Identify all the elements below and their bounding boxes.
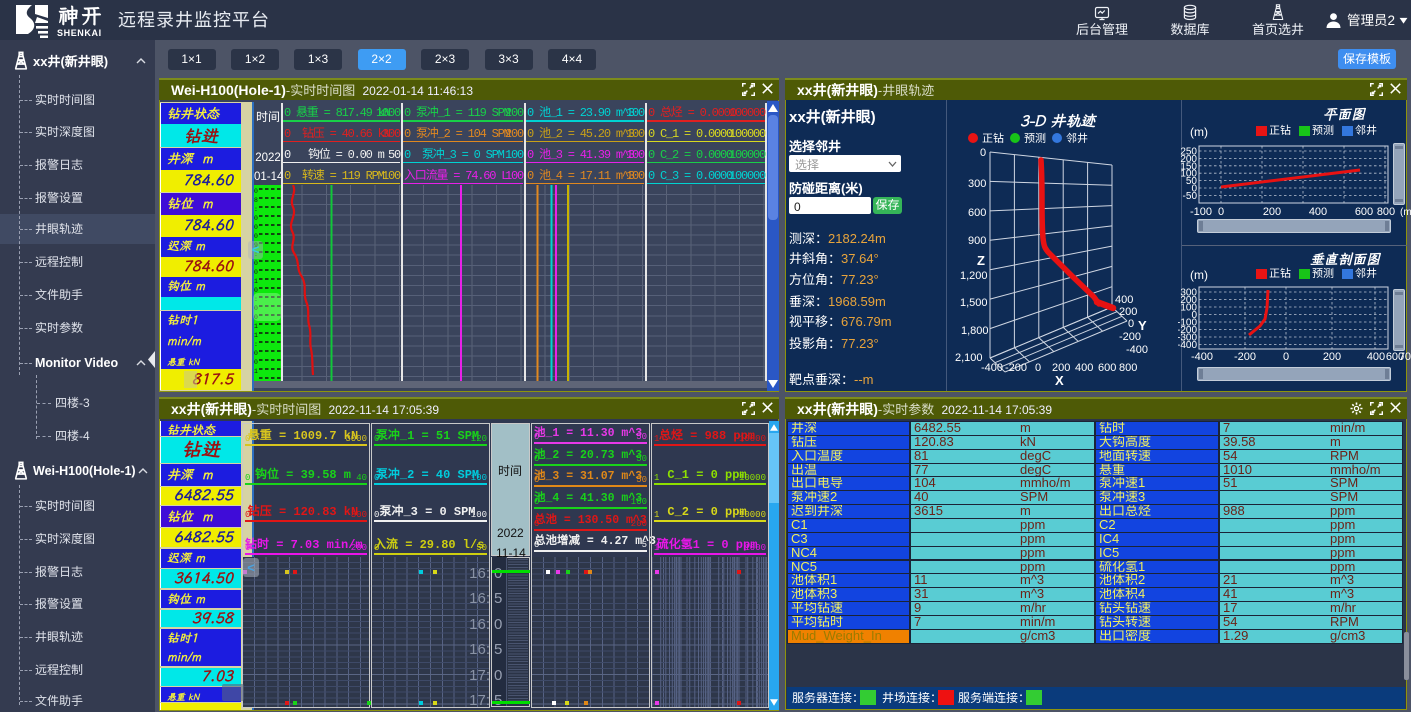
svg-text:-50: -50 <box>1183 191 1198 202</box>
svg-text:-100: -100 <box>1178 318 1197 329</box>
svg-text:0: 0 <box>254 350 258 357</box>
svg-text:900: 900 <box>968 235 986 247</box>
svg-text:-200: -200 <box>1119 331 1141 343</box>
svg-text::: : <box>254 296 258 303</box>
svg-text:-100: -100 <box>1190 206 1212 218</box>
svg-text:700: 700 <box>1399 351 1411 363</box>
svg-text:0: 0 <box>1283 351 1289 363</box>
svg-text:-400: -400 <box>981 362 1003 374</box>
svg-text:1: 1 <box>254 332 258 339</box>
svg-text:100: 100 <box>1180 169 1197 180</box>
svg-text:2,100: 2,100 <box>955 352 983 364</box>
svg-text:800: 800 <box>1119 362 1137 374</box>
svg-text:0: 0 <box>254 260 258 267</box>
svg-text::: : <box>254 341 258 348</box>
svg-text:-200: -200 <box>1234 351 1256 363</box>
svg-text:-400: -400 <box>1191 351 1213 363</box>
svg-text:0: 0 <box>254 359 258 366</box>
svg-text:1,200: 1,200 <box>960 270 988 282</box>
svg-text:400: 400 <box>1075 362 1093 374</box>
svg-text:-200: -200 <box>1005 362 1027 374</box>
svg-text:600: 600 <box>1386 351 1404 363</box>
svg-text:-400: -400 <box>1178 340 1197 351</box>
svg-text:800: 800 <box>1377 206 1395 218</box>
svg-text:300: 300 <box>1180 288 1197 299</box>
svg-text:8: 8 <box>254 197 258 204</box>
svg-text:600: 600 <box>1355 206 1373 218</box>
svg-text::: : <box>254 251 258 258</box>
svg-text:0: 0 <box>1035 362 1041 374</box>
svg-text:200: 200 <box>1180 154 1197 165</box>
svg-text:9: 9 <box>254 242 258 249</box>
svg-text:400: 400 <box>1115 294 1133 306</box>
svg-text:0: 0 <box>1218 206 1224 218</box>
svg-text:Y: Y <box>1138 318 1147 333</box>
svg-text:300: 300 <box>968 178 986 190</box>
svg-text:200: 200 <box>1052 362 1070 374</box>
svg-text:200: 200 <box>1263 206 1281 218</box>
svg-text:0: 0 <box>254 314 258 321</box>
svg-text:0: 0 <box>1191 184 1197 195</box>
svg-text:200: 200 <box>1119 306 1137 318</box>
svg-text:0: 0 <box>254 188 258 195</box>
svg-text:400: 400 <box>1309 206 1327 218</box>
svg-text:Z: Z <box>977 253 985 268</box>
svg-text:0: 0 <box>254 305 258 312</box>
svg-text:-400: -400 <box>1126 344 1148 356</box>
svg-text:600: 600 <box>1098 362 1116 374</box>
svg-text:0: 0 <box>254 269 258 276</box>
svg-text:1,500: 1,500 <box>960 297 988 309</box>
svg-text:0: 0 <box>254 233 258 240</box>
svg-text:250: 250 <box>1180 147 1197 158</box>
svg-text::: : <box>254 206 258 213</box>
svg-text:50: 50 <box>1186 176 1198 187</box>
svg-text:(m): (m) <box>1400 207 1411 218</box>
svg-text:100: 100 <box>1180 303 1197 314</box>
svg-text:-200: -200 <box>1178 325 1197 336</box>
svg-text:X: X <box>1055 373 1064 388</box>
svg-text:1: 1 <box>254 368 258 375</box>
svg-text:1: 1 <box>254 278 258 285</box>
svg-text:400: 400 <box>1367 351 1385 363</box>
svg-text:1,800: 1,800 <box>961 325 989 337</box>
svg-text:0: 0 <box>254 215 258 222</box>
svg-text:600: 600 <box>968 207 986 219</box>
svg-text:200: 200 <box>1180 295 1197 306</box>
svg-text:0: 0 <box>980 147 986 159</box>
svg-text:1: 1 <box>254 323 258 330</box>
svg-text:-300: -300 <box>1178 333 1197 344</box>
svg-text:150: 150 <box>1180 161 1197 172</box>
svg-text:0: 0 <box>1191 310 1197 321</box>
svg-text:0: 0 <box>254 224 258 231</box>
svg-text:0: 0 <box>254 287 258 294</box>
svg-text:0: 0 <box>1128 318 1134 330</box>
svg-text:200: 200 <box>1323 351 1341 363</box>
